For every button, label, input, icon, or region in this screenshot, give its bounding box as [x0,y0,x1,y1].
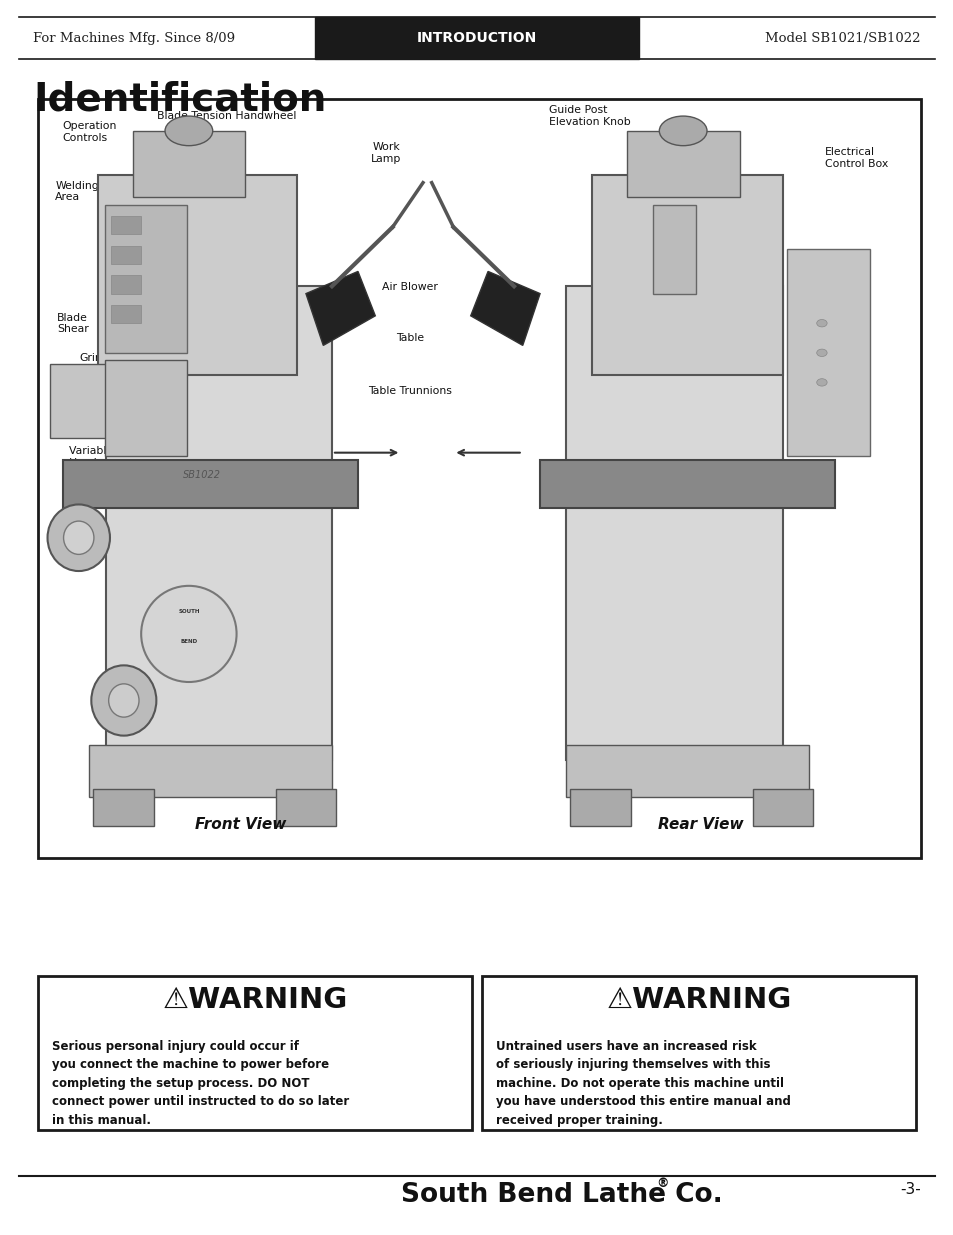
Text: Table Trunnions: Table Trunnions [368,387,452,396]
Text: Grinder: Grinder [79,353,120,363]
FancyBboxPatch shape [98,175,297,375]
Text: Guide Post
Elevation Knob: Guide Post Elevation Knob [548,105,630,127]
Text: Table: Table [395,333,424,343]
Polygon shape [470,272,539,346]
FancyBboxPatch shape [565,287,782,760]
Text: Identification: Identification [33,80,327,119]
FancyBboxPatch shape [107,287,332,760]
Text: Rear View: Rear View [657,818,742,832]
Bar [38,976,472,1130]
Text: ⚠WARNING: ⚠WARNING [605,986,791,1014]
Text: Serious personal injury could occur if
you connect the machine to power before
c: Serious personal injury could occur if y… [52,1040,350,1126]
Text: Blade Tension Handwheel: Blade Tension Handwheel [157,111,296,121]
FancyBboxPatch shape [105,361,187,457]
Text: ®: ® [656,1177,668,1191]
Ellipse shape [816,320,826,327]
FancyBboxPatch shape [592,175,782,375]
Text: Welding
Area: Welding Area [55,180,99,203]
Ellipse shape [816,350,826,357]
FancyBboxPatch shape [111,246,141,264]
FancyBboxPatch shape [111,216,141,235]
FancyBboxPatch shape [652,205,696,294]
FancyBboxPatch shape [111,305,141,324]
Ellipse shape [109,684,139,718]
Text: South Bend Lathe Co.: South Bend Lathe Co. [400,1182,721,1208]
Text: Front View: Front View [195,818,286,832]
FancyBboxPatch shape [539,461,834,508]
Text: Air Blower: Air Blower [382,282,437,291]
Polygon shape [306,272,375,346]
FancyBboxPatch shape [93,789,154,826]
Text: Variable Speed
Handwheel: Variable Speed Handwheel [69,446,151,468]
Ellipse shape [659,116,706,146]
FancyBboxPatch shape [51,364,107,438]
Text: ⚠WARNING: ⚠WARNING [162,986,348,1014]
Text: Untrained users have an increased risk
of seriously injuring themselves with thi: Untrained users have an increased risk o… [496,1040,790,1126]
Text: Work
Lamp: Work Lamp [371,142,401,164]
FancyBboxPatch shape [132,131,245,198]
FancyBboxPatch shape [565,745,808,797]
Ellipse shape [165,116,213,146]
Bar [38,99,920,858]
Text: Model SB1021/SB1022: Model SB1021/SB1022 [764,32,920,44]
FancyBboxPatch shape [626,131,739,198]
Bar [314,17,639,59]
FancyBboxPatch shape [105,205,187,353]
FancyBboxPatch shape [111,275,141,294]
Text: -3-: -3- [899,1182,920,1197]
FancyBboxPatch shape [275,789,336,826]
Ellipse shape [64,521,93,555]
Text: Operation
Controls: Operation Controls [62,121,116,143]
Text: SOUTH: SOUTH [178,609,199,614]
Text: BEND: BEND [180,638,197,643]
FancyBboxPatch shape [786,249,869,457]
FancyBboxPatch shape [752,789,812,826]
Ellipse shape [91,666,156,736]
FancyBboxPatch shape [570,789,631,826]
Text: For Machines Mfg. Since 8/09: For Machines Mfg. Since 8/09 [33,32,235,44]
Bar [481,976,915,1130]
Ellipse shape [48,504,110,571]
Text: Electrical
Control Box: Electrical Control Box [824,147,887,169]
Ellipse shape [816,379,826,387]
FancyBboxPatch shape [63,461,357,508]
Text: Blade
Shear: Blade Shear [57,312,89,335]
Ellipse shape [141,585,236,682]
FancyBboxPatch shape [89,745,332,797]
Text: INTRODUCTION: INTRODUCTION [416,31,537,46]
Text: SB1022: SB1022 [183,469,221,480]
